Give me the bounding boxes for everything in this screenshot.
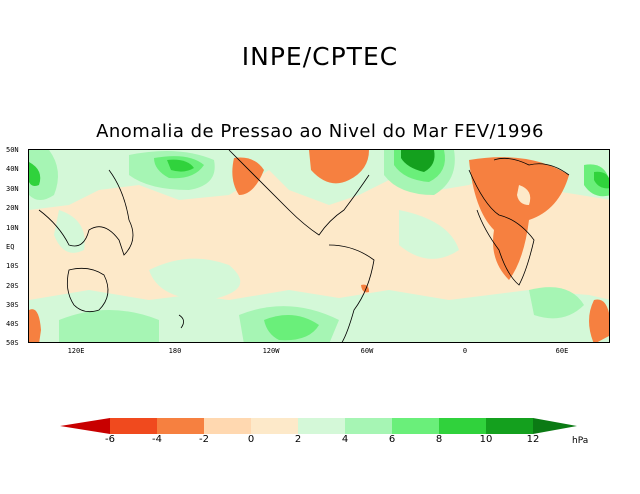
colorbar-segment-6-8 xyxy=(392,418,439,434)
colorbar-label-8: 8 xyxy=(435,434,443,445)
coastline-asia xyxy=(38,169,134,256)
colorbar-label-10: 10 xyxy=(479,434,493,445)
colorbar-label-minus2: -2 xyxy=(199,434,209,445)
colorbar-segment-2-4 xyxy=(298,418,345,434)
negative-anomaly-africa-europe xyxy=(469,157,569,280)
colorbar-label-minus6: -6 xyxy=(105,434,115,445)
green-anomaly-west xyxy=(29,150,58,200)
colorbar-label-0: 0 xyxy=(247,434,255,445)
coastline-africa xyxy=(468,169,535,286)
organization-title: INPE/CPTEC xyxy=(241,42,399,71)
coastlines xyxy=(38,150,570,342)
colorbar-segment-4-6 xyxy=(345,418,392,434)
negative-anomaly-northeast-pacific xyxy=(232,157,264,195)
green-anomaly-south-atlantic xyxy=(529,287,584,319)
lat-label-30n: 30N xyxy=(6,185,19,193)
coastline-south-america xyxy=(328,244,375,342)
colorbar-label-minus4: -4 xyxy=(152,434,162,445)
colorbar-label-12: 12 xyxy=(526,434,540,445)
lon-label-180: 180 xyxy=(168,347,182,355)
colorbar xyxy=(60,418,577,434)
lat-label-20s: 20S xyxy=(6,282,19,290)
lat-label-30s: 30S xyxy=(6,301,19,309)
negative-anomaly-southeast xyxy=(589,299,609,342)
strong-anomaly-north-atlantic xyxy=(401,150,435,172)
lat-label-eq: EQ xyxy=(6,243,15,251)
coastline-new-zealand xyxy=(178,314,184,329)
strong-anomaly-north-pacific xyxy=(167,159,194,172)
colorbar-label-4: 4 xyxy=(341,434,349,445)
colorbar-label-6: 6 xyxy=(388,434,396,445)
lon-label-120e: 120E xyxy=(67,347,85,355)
colorbar-segment-minus6-minus4 xyxy=(110,418,157,434)
lon-label-60w: 60W xyxy=(360,347,374,355)
colorbar-unit: hPa xyxy=(572,436,589,446)
positive-anomaly-south-pacific xyxy=(149,258,241,300)
lon-label-60e: 60E xyxy=(555,347,569,355)
lon-label-0: 0 xyxy=(462,347,468,355)
anomaly-map xyxy=(28,149,610,343)
map-title: Anomalia de Pressao ao Nivel do Mar FEV/… xyxy=(96,121,544,142)
mid-anomaly-south-pacific xyxy=(264,315,319,341)
positive-anomaly-indian xyxy=(54,210,85,253)
colorbar-segment-lt-minus6 xyxy=(60,418,110,434)
green-anomaly-south-indian xyxy=(59,310,159,342)
strong-anomaly-east xyxy=(594,171,609,189)
strong-anomaly-west xyxy=(29,162,41,186)
negative-anomaly-north-america xyxy=(309,150,369,184)
colorbar-segment-minus4-minus2 xyxy=(157,418,204,434)
lon-label-120w: 120W xyxy=(262,347,280,355)
lat-label-20n: 20N xyxy=(6,204,19,212)
lat-label-10n: 10N xyxy=(6,224,19,232)
colorbar-segment-minus2-0 xyxy=(204,418,251,434)
colorbar-label-2: 2 xyxy=(294,434,302,445)
coastline-north-america xyxy=(228,150,370,236)
lat-label-50s: 50S xyxy=(6,339,19,347)
colorbar-segment-0-2 xyxy=(251,418,298,434)
colorbar-segment-10-12 xyxy=(486,418,533,434)
lat-label-40s: 40S xyxy=(6,320,19,328)
colorbar-segment-8-10 xyxy=(439,418,486,434)
coastline-australia xyxy=(66,267,109,313)
lat-label-50n: 50N xyxy=(6,146,19,154)
neutral-patch-sahara xyxy=(517,185,531,205)
lat-label-40n: 40N xyxy=(6,165,19,173)
negative-anomaly-southwest xyxy=(29,309,41,342)
colorbar-segment-gt-12 xyxy=(533,418,577,434)
lat-label-10s: 10S xyxy=(6,262,19,270)
coastline-europe xyxy=(493,157,570,176)
positive-anomaly-atlantic xyxy=(399,210,459,259)
anomaly-map-svg xyxy=(29,150,609,342)
